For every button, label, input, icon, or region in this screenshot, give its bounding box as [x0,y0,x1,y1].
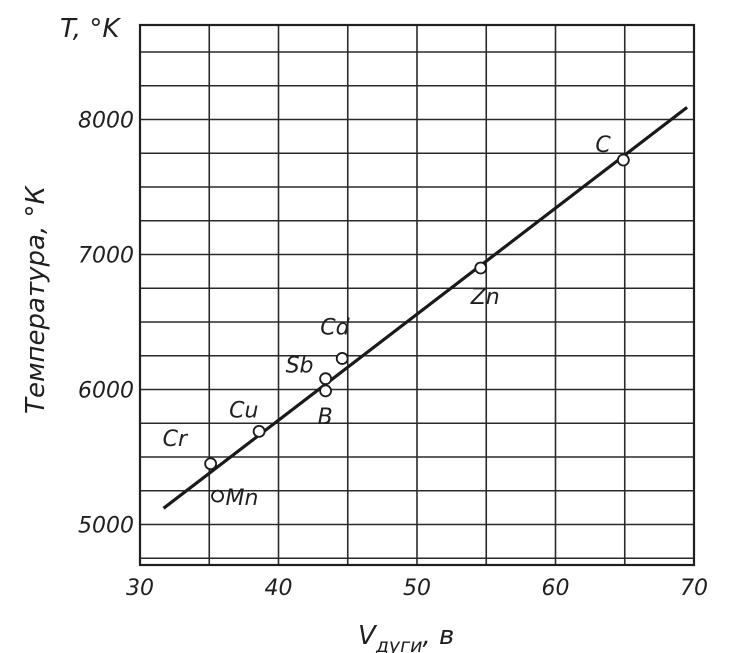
point-label-cu: Cu [229,398,258,423]
x-axis-title-main: V [358,621,378,651]
point-label-cd: Cd [320,315,350,340]
y-tick-label: 7000 [78,244,134,269]
y-tick-label: 6000 [78,379,134,404]
point-label-b: B [318,405,333,430]
y-tick-label: 8000 [78,109,134,134]
x-tick-label: 70 [680,576,708,601]
grid [140,25,694,565]
data-point-mn [211,489,224,503]
data-point-cd [335,352,349,365]
x-axis-title-sub: дуги [375,635,423,653]
fit-line [162,106,689,510]
point-label-cr: Cr [163,427,189,452]
y-axis-top-label: T, °K [60,14,121,44]
x-tick-label: 60 [542,576,570,601]
data-point-zn [474,261,488,275]
plot-frame [138,23,696,567]
y-tick-label: 5000 [78,514,134,539]
x-tick-labels: 30 40 50 60 70 [126,576,708,601]
x-tick-label: 50 [403,576,431,601]
x-axis-title-unit: , в [423,621,455,651]
data-point-b [319,384,332,398]
point-label-mn: Mn [226,486,259,511]
y-tick-labels: 5000 6000 7000 8000 [78,109,134,539]
point-label-c: C [595,133,611,158]
data-point-cr [204,457,218,471]
point-label-sb: Sb [286,354,314,379]
x-tick-label: 40 [265,576,293,601]
point-label-zn: Zn [470,285,500,310]
x-axis-title: Vдуги, в [358,621,454,653]
y-axis-title: Температура, °К [21,185,51,414]
data-point-cu [252,424,266,438]
data-point-c [616,153,630,167]
x-tick-label: 30 [126,576,154,601]
data-point-sb [319,372,332,386]
